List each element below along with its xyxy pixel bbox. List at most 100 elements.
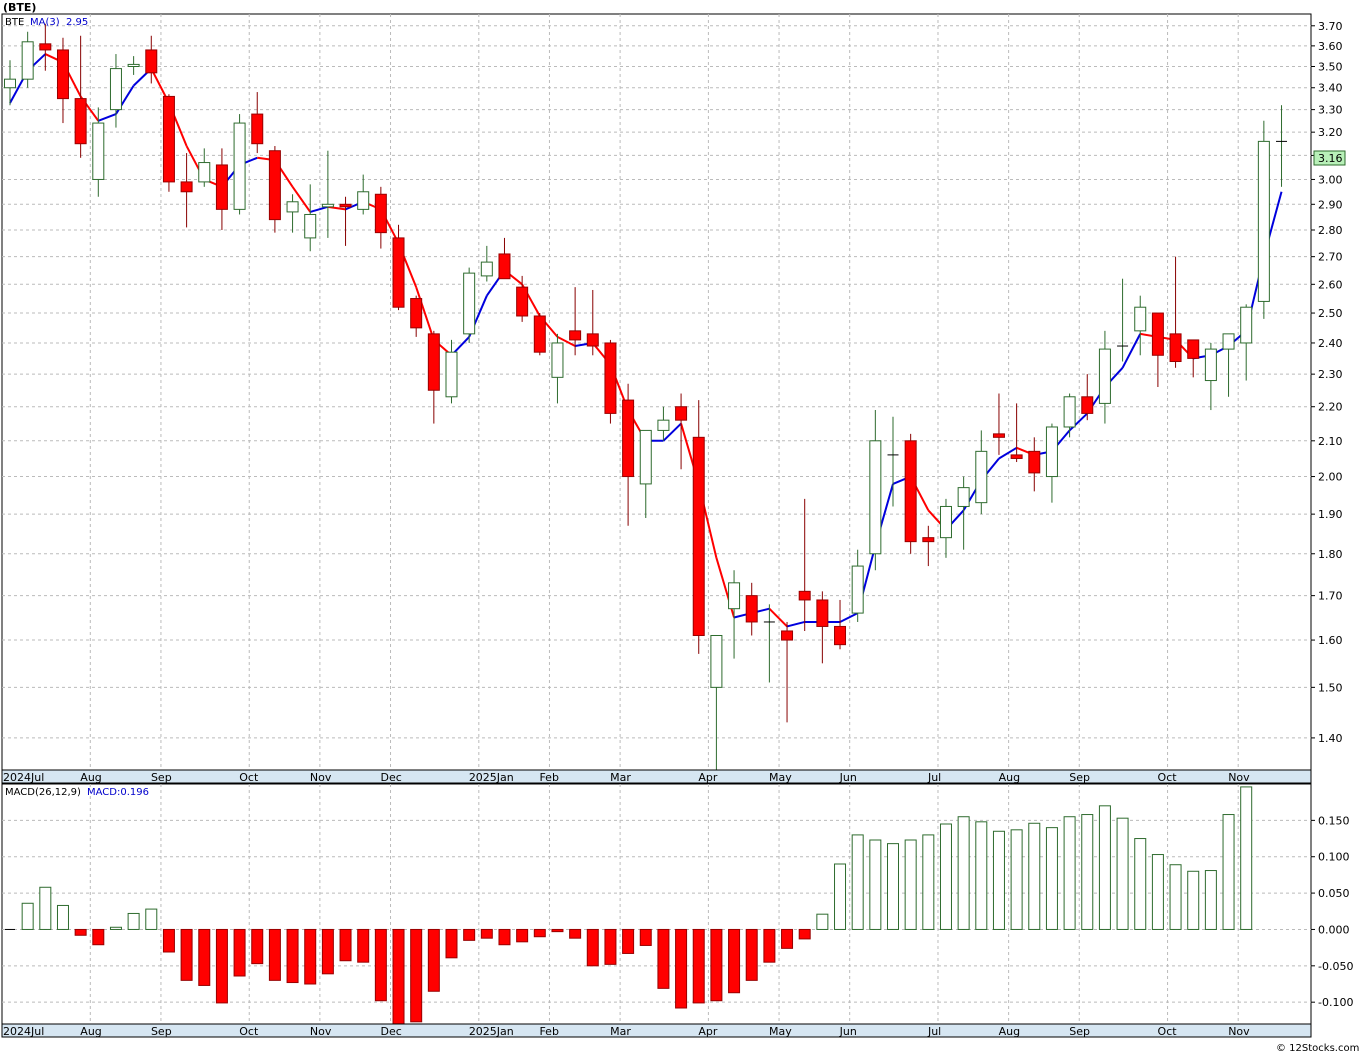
macd-histogram: [5, 786, 1253, 1025]
price-legend: BTE MA(3) 2.95: [5, 17, 88, 28]
candle: [922, 525, 935, 567]
macd-y-axis: -0.100 -0.050 0.000 0.050 0.100 0.150: [1311, 814, 1353, 1009]
price-x-tick-label: 2025Jan: [469, 771, 514, 784]
macd-bar: [939, 823, 952, 930]
macd-x-tick-label: Apr: [698, 1025, 718, 1038]
price-tick-label: 3.40: [1318, 82, 1343, 95]
candle-body: [551, 342, 564, 378]
candle: [463, 267, 476, 343]
candle: [869, 410, 882, 571]
macd-x-tick-label: Dec: [381, 1025, 402, 1038]
candle-body: [215, 164, 228, 210]
macd-bar: [410, 928, 423, 1023]
macd-bar: [427, 928, 440, 992]
candle-body: [1028, 450, 1041, 474]
price-x-tick-label: Apr: [698, 771, 718, 784]
price-tick-label: 2.80: [1318, 224, 1343, 237]
candle: [109, 54, 122, 128]
last-price-badge: 3.16: [1313, 150, 1346, 166]
price-tick-label: 1.50: [1318, 681, 1343, 694]
price-tick-label: 2.70: [1318, 251, 1343, 264]
macd-bar: [781, 928, 794, 949]
candle: [1098, 330, 1111, 424]
macd-bar: [268, 928, 281, 981]
macd-bar: [622, 928, 635, 954]
candle-body: [1081, 396, 1094, 414]
macd-bar: [1222, 814, 1235, 930]
macd-bar: [1116, 817, 1129, 930]
candle: [180, 153, 193, 228]
candle: [887, 416, 899, 507]
legend-ma-value: 2.95: [66, 17, 88, 28]
macd-bar: [1204, 870, 1217, 930]
ma-segment: [415, 286, 435, 341]
price-tick-label: 1.90: [1318, 508, 1343, 521]
candle-body: [480, 261, 493, 277]
macd-bar: [657, 928, 670, 989]
candle-body: [198, 162, 211, 183]
candle-body: [834, 625, 847, 646]
price-x-tick-label: Sep: [151, 771, 172, 784]
macd-x-tick-label: Nov: [1228, 1025, 1250, 1038]
price-tick-label: 3.30: [1318, 104, 1343, 117]
candle-body: [374, 193, 387, 234]
macd-bar: [162, 928, 175, 953]
candle-body: [622, 399, 635, 478]
macd-bar: [21, 902, 34, 930]
macd-bar: [604, 928, 617, 965]
price-x-tick-label: May: [769, 771, 792, 784]
price-tick-label: 2.90: [1318, 198, 1343, 211]
candle-body: [569, 330, 582, 341]
macd-bar: [498, 928, 511, 946]
price-x-tick-label: Jul: [927, 771, 941, 784]
candle-body: [975, 450, 988, 504]
candle-body: [639, 429, 652, 485]
candle-body: [586, 333, 599, 347]
candle: [622, 383, 635, 526]
candle-body: [992, 433, 1005, 438]
macd-bar: [304, 928, 317, 985]
ma-segment: [309, 205, 329, 213]
macd-x-tick-label: Mar: [610, 1025, 631, 1038]
candle: [1063, 393, 1076, 438]
price-x-tick-label: Jun: [839, 771, 857, 784]
candle: [1117, 278, 1129, 362]
candle: [268, 146, 281, 233]
candle-body: [1187, 339, 1200, 359]
macd-x-tick-label: 2024Jul: [3, 1025, 44, 1038]
candle: [781, 621, 794, 723]
price-x-tick-label: 2024Jul: [3, 771, 44, 784]
macd-bar: [286, 928, 299, 984]
candle: [1045, 423, 1058, 503]
candle: [357, 174, 370, 215]
candle: [445, 339, 458, 404]
macd-bar: [374, 928, 387, 1002]
price-tick-label: 2.60: [1318, 278, 1343, 291]
macd-x-tick-label: Feb: [539, 1025, 558, 1038]
price-tick-label: 3.50: [1318, 61, 1343, 74]
candle-body: [604, 342, 617, 414]
macd-bar: [1098, 805, 1111, 930]
macd-x-tick-label: Sep: [1069, 1025, 1090, 1038]
legend-symbol: BTE: [5, 17, 24, 28]
candle-body: [533, 315, 546, 353]
macd-bar: [639, 928, 652, 946]
candle: [215, 148, 228, 231]
candle-body: [710, 634, 723, 688]
candle-body: [321, 203, 334, 208]
macd-bar: [1063, 816, 1076, 930]
macd-legend-value: MACD:0.196: [87, 787, 149, 798]
ma-segment: [97, 113, 117, 122]
macd-bar: [233, 928, 246, 977]
macd-bar: [339, 928, 352, 962]
macd-bar: [198, 928, 211, 986]
macd-bar: [92, 928, 105, 946]
macd-bar: [851, 834, 864, 930]
ma-segment: [839, 612, 859, 623]
candle: [692, 400, 705, 654]
macd-bar: [569, 928, 582, 939]
price-x-tick-label: Nov: [310, 771, 332, 784]
macd-x-tick-label: Jun: [839, 1025, 857, 1038]
candlesticks: [4, 23, 1288, 782]
